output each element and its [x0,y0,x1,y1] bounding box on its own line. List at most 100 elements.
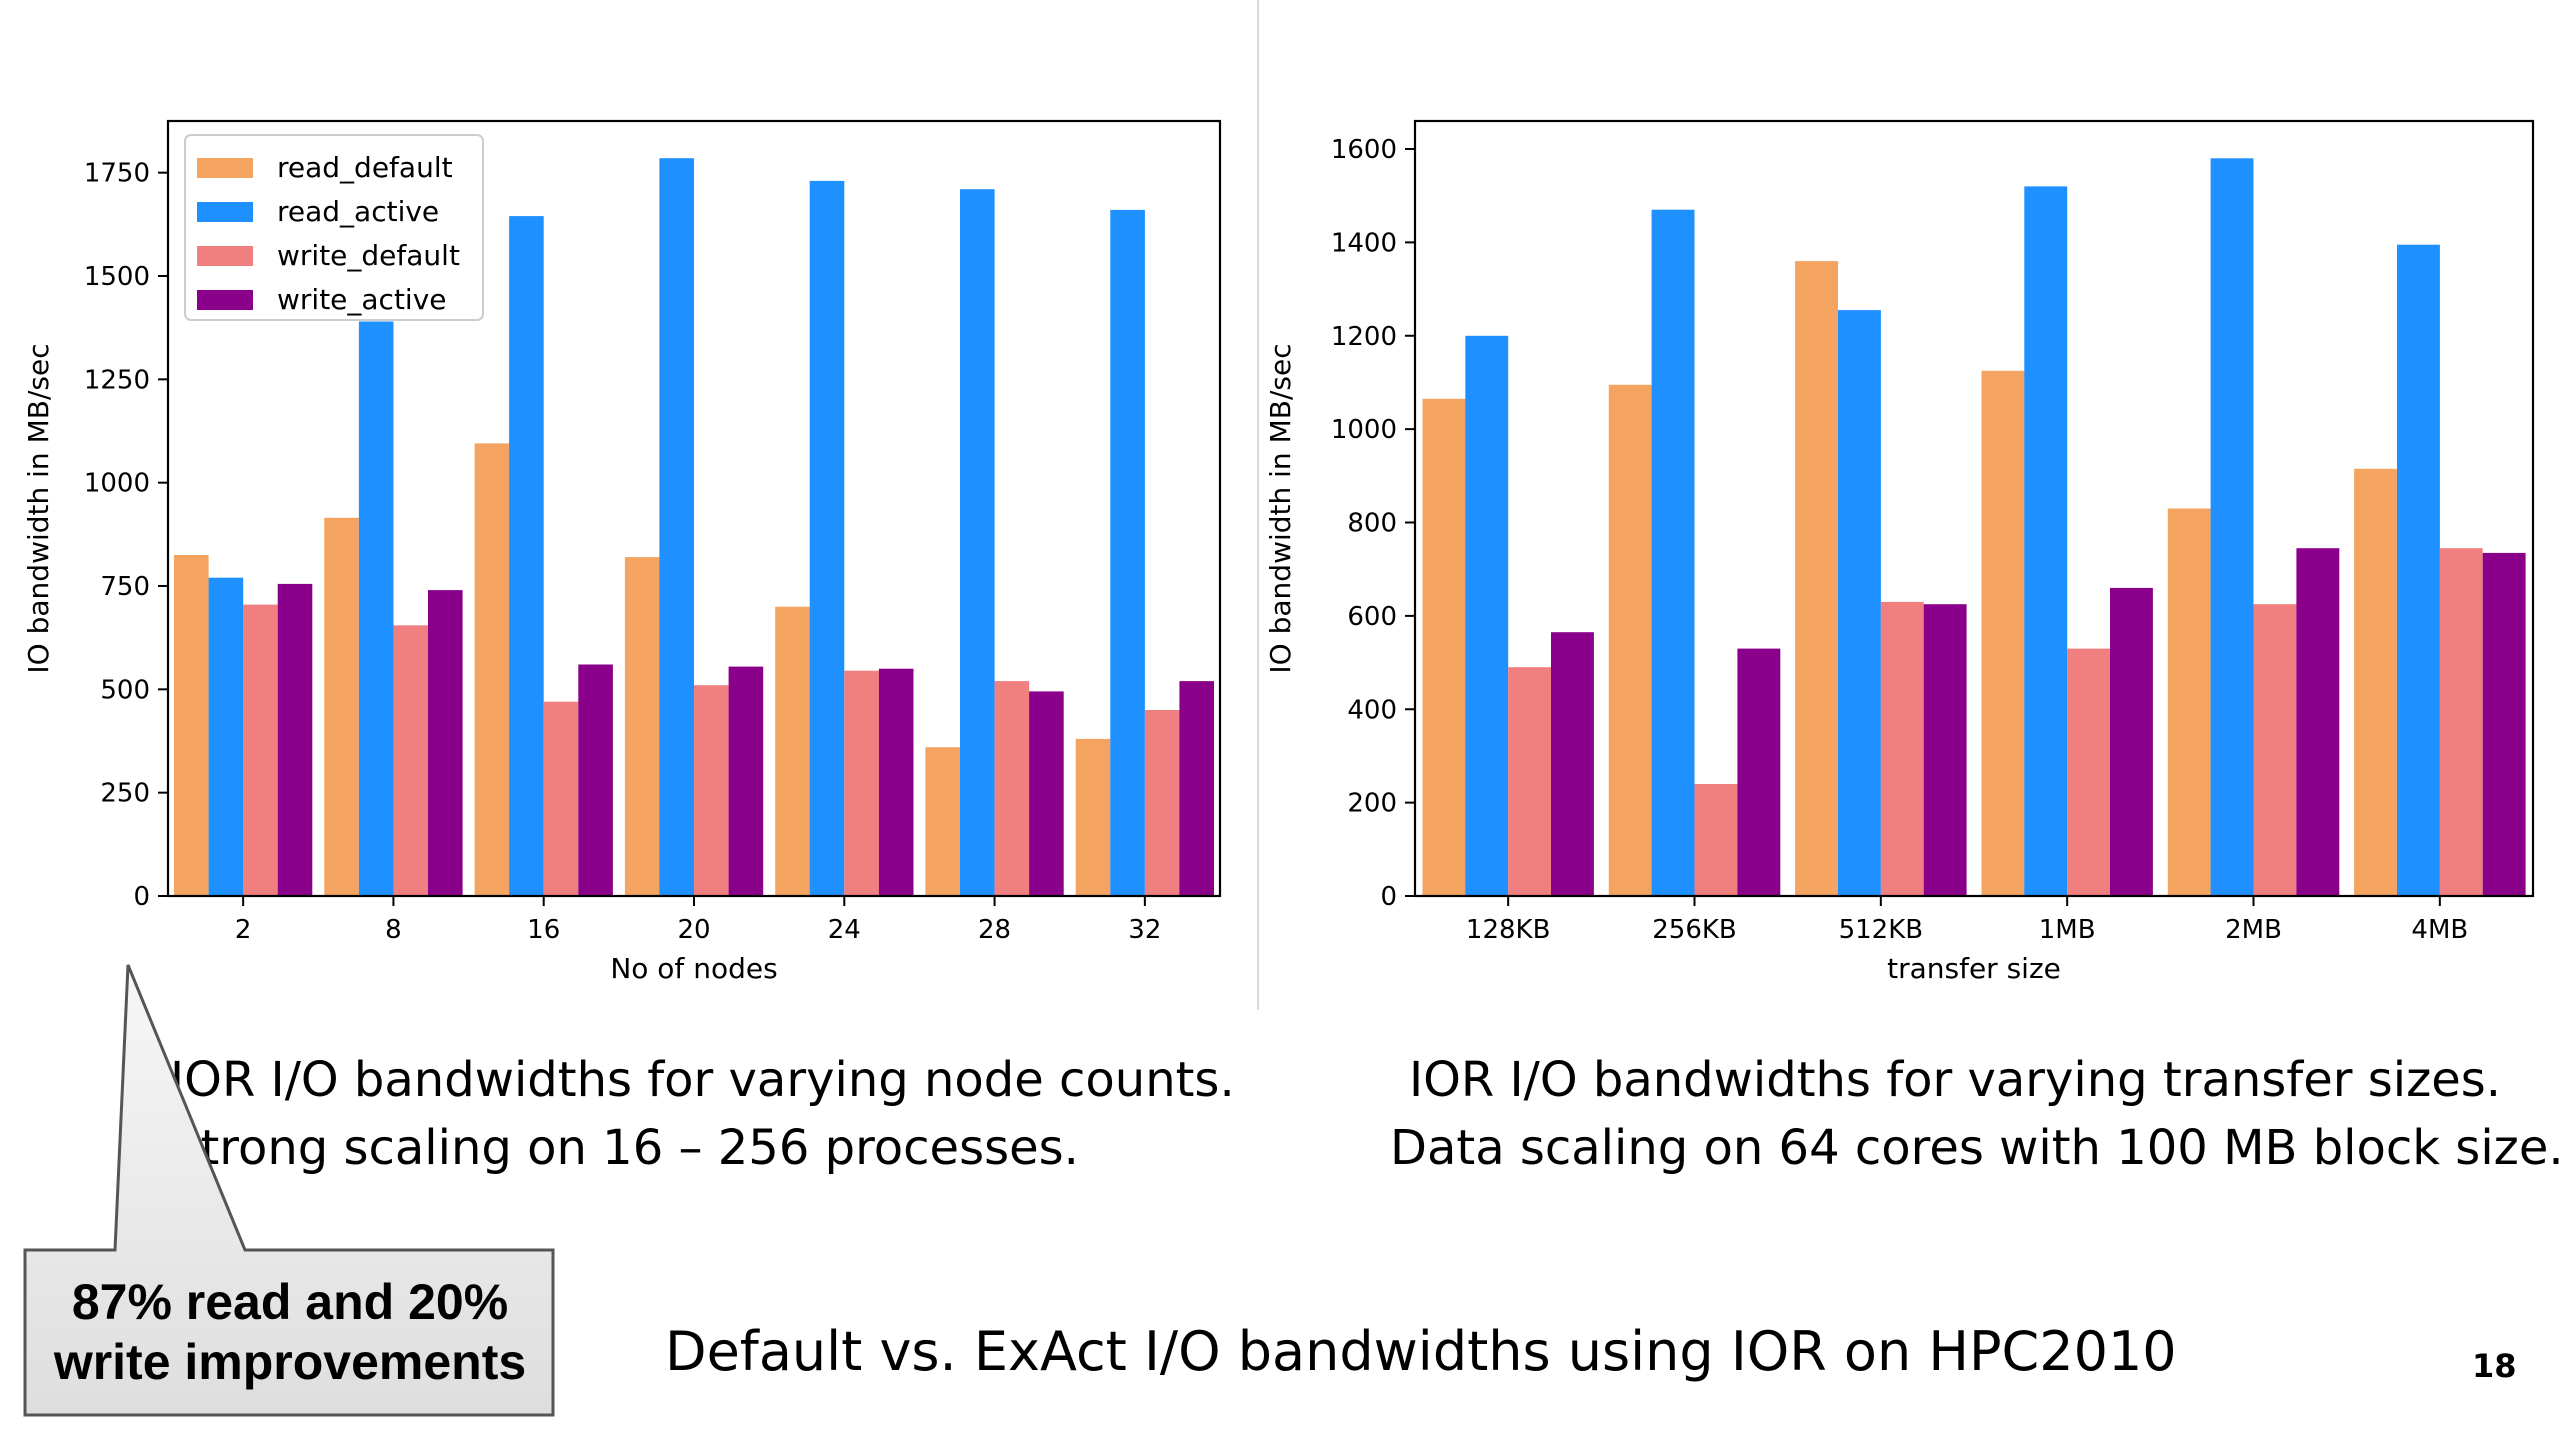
y-tick-label: 750 [100,572,150,602]
bar-write_default-4 [2253,604,2297,896]
bar-write_default-4 [844,670,879,896]
bar-write_default-1 [393,625,428,896]
bar-write_active-5 [2482,552,2526,896]
bar-read_default-4 [775,606,810,896]
caption-right: IOR I/O bandwidths for varying transfer … [1390,1046,2560,1182]
legend-swatch-read_active [197,202,253,222]
y-tick-label: 1500 [84,262,150,292]
x-tick-label: 32 [1128,915,1161,945]
x-tick-label: 28 [978,915,1011,945]
x-tick-label: 1MB [2039,915,2096,945]
bar-write_default-2 [543,701,579,896]
bar-write_default-3 [694,685,729,896]
y-tick-label: 600 [1347,602,1397,632]
x-tick-label: 20 [677,915,710,945]
bar-read_active-1 [1651,209,1695,896]
bar-read_active-4 [809,180,845,896]
bar-read_active-0 [208,577,244,896]
legend-swatch-write_default [197,246,253,266]
bar-read_default-0 [1422,398,1466,896]
x-tick-label: 512KB [1839,915,1924,945]
bar-write_default-6 [1144,710,1180,896]
x-tick-label: 24 [828,915,861,945]
bar-write_active-2 [578,664,613,896]
y-tick-label: 200 [1347,789,1397,819]
bar-read_active-5 [2397,244,2440,896]
x-axis-label: No of nodes [610,952,777,985]
y-tick-label: 1200 [1331,322,1397,352]
bar-write_active-3 [728,666,764,896]
y-tick-label: 500 [100,675,150,705]
y-axis-label: IO bandwidth in MB/sec [1264,343,1297,673]
y-tick-label: 1400 [1331,228,1397,258]
bar-write_active-4 [2296,548,2340,896]
bar-read_default-4 [2167,508,2211,896]
x-tick-label: 4MB [2411,915,2468,945]
bar-write_active-0 [1551,632,1594,896]
y-tick-label: 1000 [1331,415,1397,445]
bar-read_active-3 [2024,186,2068,896]
bar-read_default-3 [624,557,660,896]
caption-left: IOR I/O bandwidths for varying node coun… [170,1046,1235,1182]
bar-read_default-3 [1981,370,2025,896]
x-axis-label: transfer size [1887,952,2061,985]
bar-read_active-2 [509,216,544,897]
y-tick-label: 250 [100,779,150,809]
plot-frame [1413,119,2535,898]
bar-read_active-2 [1838,310,1881,897]
bar-write_default-1 [1694,784,1738,896]
bar-read_default-0 [174,555,209,896]
x-tick-label: 16 [527,915,560,945]
callout-line2: write improvements [53,1334,527,1390]
legend-label-read_default: read_default [277,151,453,184]
caption-right-line2: Data scaling on 64 cores with 100 MB blo… [1390,1120,2560,1176]
x-tick-label: 8 [385,915,402,945]
bar-read_active-4 [2210,158,2254,897]
y-tick-label: 1000 [84,469,150,499]
bar-read_active-3 [659,158,694,896]
bar-read_default-2 [474,443,510,896]
bar-write_active-5 [1029,691,1064,896]
bar-write_active-2 [1923,604,1967,896]
chart-transfer-sizes: 0 200 400 600 800 1000 1200 1400 1600 128KB 256KB 5… [1264,119,2535,985]
x-tick-label: 2MB [2225,915,2282,945]
callout-line1: 87% read and 20% [71,1274,509,1330]
bar-write_default-0 [1508,667,1552,896]
y-tick-label: 0 [1380,882,1397,912]
bar-read_default-6 [1075,738,1111,896]
bar-read_default-1 [324,517,359,896]
bar-write_active-0 [277,583,313,896]
bar-write_active-6 [1179,681,1214,896]
bar-read_active-6 [1110,209,1145,896]
bar-write_default-3 [2067,648,2111,896]
slide-title: Default vs. ExAct I/O bandwidths using I… [665,1320,2177,1383]
bar-write_default-2 [1880,601,1924,896]
y-tick-label: 1250 [84,365,150,395]
bar-write_active-1 [428,590,463,896]
bar-write_default-5 [994,681,1030,896]
bar-write_default-5 [2439,548,2483,896]
x-tick-label: 128KB [1466,915,1551,945]
caption-right-line1: IOR I/O bandwidths for varying transfer … [1408,1052,2502,1108]
bar-read_active-5 [960,189,995,896]
y-tick-label: 400 [1347,695,1397,725]
callout-label: 87% read and 20% write improvements [30,1272,550,1392]
legend-swatch-read_default [197,158,253,178]
x-tick-label: 2 [235,915,252,945]
bar-write_active-1 [1737,648,1781,896]
y-tick-label: 800 [1347,509,1397,539]
y-axis-label: IO bandwidth in MB/sec [22,343,55,673]
y-tick-label: 1750 [84,159,150,189]
bar-read_default-1 [1608,384,1652,896]
x-tick-label: 256KB [1652,915,1737,945]
y-tick-label: 1600 [1331,135,1397,165]
caption-left-line1: IOR I/O bandwidths for varying node coun… [170,1052,1235,1108]
bar-write_default-0 [243,604,278,896]
legend-label-read_active: read_active [277,195,439,228]
page-number: 18 [2472,1347,2517,1385]
legend-swatch-write_active [197,290,253,310]
bar-read_active-0 [1465,335,1509,896]
bar-read_default-5 [925,747,960,896]
bar-read_default-5 [2354,468,2397,896]
